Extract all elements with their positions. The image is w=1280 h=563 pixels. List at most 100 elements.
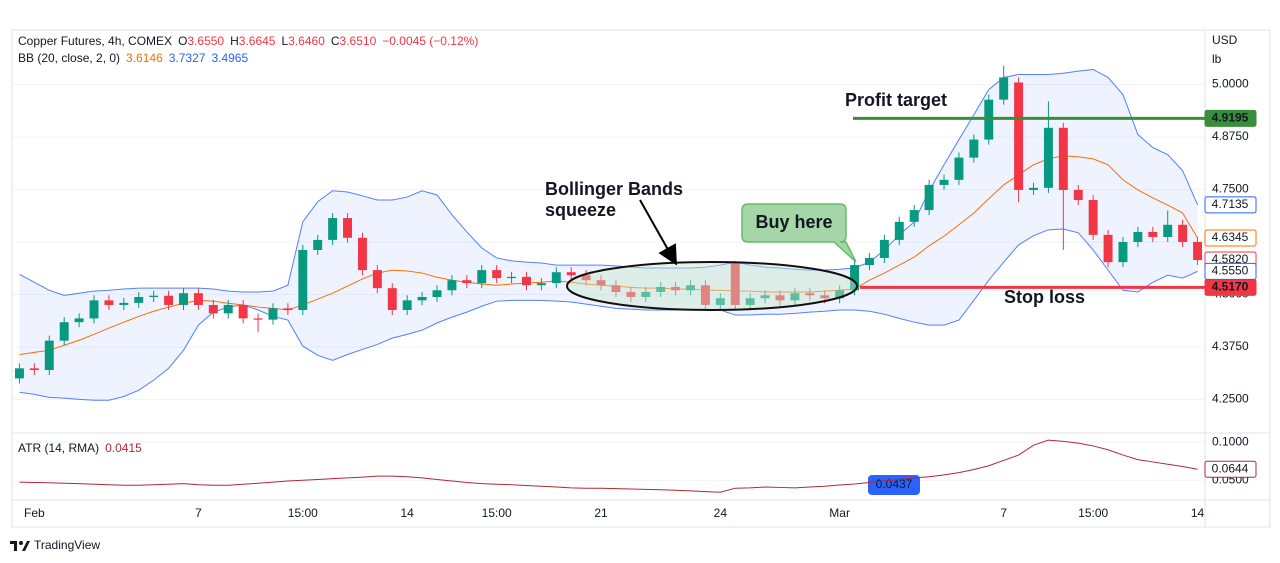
candle-body xyxy=(626,291,636,297)
buy-label: Buy here xyxy=(755,212,832,232)
candle-body xyxy=(328,218,338,240)
quote-value: 3.6645 xyxy=(239,34,276,48)
logo xyxy=(10,541,30,551)
candle-body xyxy=(909,210,919,222)
candle-body xyxy=(775,295,785,301)
candle-body xyxy=(1133,231,1143,242)
x-tick-label: 14 xyxy=(401,506,415,520)
price-tag-label: 4.6345 xyxy=(1212,230,1249,244)
candle-body xyxy=(208,304,218,314)
candle-body xyxy=(462,280,472,284)
candle-body xyxy=(507,276,517,279)
candle-body xyxy=(1088,200,1098,235)
x-tick-label: 15:00 xyxy=(1078,506,1108,520)
candle-body xyxy=(686,285,695,291)
quote-key: C xyxy=(331,34,340,48)
quote-value: 3.6460 xyxy=(288,34,325,48)
candle-body xyxy=(1193,241,1203,261)
candle-body xyxy=(835,290,845,299)
x-tick-label: Mar xyxy=(829,506,850,520)
y-tick-label: 4.3750 xyxy=(1212,339,1249,353)
y-tick-label: 4.2500 xyxy=(1212,392,1249,406)
candle-body xyxy=(790,293,800,301)
price-tag-label: 4.5550 xyxy=(1212,264,1249,278)
candle-body xyxy=(999,77,1009,100)
candle-body xyxy=(1148,231,1158,237)
candle-body xyxy=(850,265,860,291)
buy-callout xyxy=(741,203,857,263)
value-marker xyxy=(868,475,920,496)
band-fill xyxy=(19,69,1198,401)
atr-pane xyxy=(19,439,1198,493)
legend-line: BB (20, close, 2, 0) 3.6146 3.7327 3.4965 xyxy=(18,51,248,65)
x-tick-label: 24 xyxy=(714,506,728,520)
x-axis: Feb 7 15:00 14 15:00 21 24 Mar 7 15:00 14 xyxy=(24,506,1205,520)
candle-body xyxy=(760,295,770,299)
candle-body xyxy=(805,293,815,296)
candle-body xyxy=(1073,189,1083,201)
price-pane xyxy=(14,65,1205,401)
candle-body xyxy=(566,272,576,276)
candle-body xyxy=(641,291,651,297)
indicator-value: 3.7327 xyxy=(169,51,206,65)
squeeze-arrow xyxy=(639,199,677,266)
candle-body xyxy=(924,184,934,211)
candle-body xyxy=(14,368,24,379)
x-tick-label: 7 xyxy=(195,506,202,520)
candle-body xyxy=(1043,127,1053,188)
candle-body xyxy=(954,157,964,180)
y-tick-label: 4.8750 xyxy=(1212,129,1249,143)
quote-change: −0.0045 (−0.12%) xyxy=(382,34,478,48)
candle-body xyxy=(283,308,293,311)
candle-body xyxy=(879,239,889,258)
y-tick-label: 5.0000 xyxy=(1212,77,1249,91)
price-tag-label: 0.0644 xyxy=(1212,461,1249,475)
symbol: Copper Futures, 4h, COMEX xyxy=(18,34,172,48)
quote-value: 3.6550 xyxy=(187,34,224,48)
indicator: BB (20, close, 2, 0) xyxy=(18,51,120,65)
candle-body xyxy=(596,280,606,286)
logo xyxy=(19,541,23,545)
currency: USD xyxy=(1212,33,1238,47)
indicator: ATR (14, RMA) xyxy=(18,441,99,455)
candle-body xyxy=(313,239,323,250)
candle-body xyxy=(298,249,308,311)
candle-body xyxy=(238,304,248,319)
x-tick-label: 15:00 xyxy=(288,506,318,520)
price-tag xyxy=(1204,262,1257,280)
candle-body xyxy=(894,221,904,240)
frame xyxy=(11,29,1271,528)
legend-line: Copper Futures, 4h, COMEX O3.6550 H3.6645 L… xyxy=(18,34,478,48)
candle-body xyxy=(402,300,412,311)
candle-body xyxy=(417,296,427,301)
legend: Copper Futures, 4h, COMEX O3.6550 H3.6645 L… xyxy=(18,34,478,455)
candle-body xyxy=(522,276,531,286)
value-marker-label: 0.0437 xyxy=(876,477,913,491)
candle-body xyxy=(223,304,233,314)
candle-body xyxy=(745,298,755,305)
price-tag xyxy=(1204,109,1257,127)
quote-value: 3.6510 xyxy=(340,34,377,48)
candle-body xyxy=(253,318,263,320)
x-tick-label: 15:00 xyxy=(482,506,512,520)
candle-body xyxy=(104,300,114,305)
candle-body xyxy=(551,272,561,284)
candle-body xyxy=(477,270,487,284)
candle-body xyxy=(387,288,397,311)
price-tag-label: 4.7135 xyxy=(1212,197,1249,211)
candle-body xyxy=(372,270,382,289)
price-tag xyxy=(1204,229,1257,247)
candle-body xyxy=(1178,224,1188,242)
candle-body xyxy=(59,322,69,341)
y-tick-label: 0.1000 xyxy=(1212,434,1249,448)
price-tag-label: 4.5170 xyxy=(1212,280,1249,294)
candle-body xyxy=(119,302,129,305)
candle-body xyxy=(134,296,144,303)
quote-key: O xyxy=(178,34,187,48)
candle-body xyxy=(193,293,203,305)
candle-body xyxy=(447,280,457,291)
indicator-value: 3.4965 xyxy=(211,51,248,65)
candle-body xyxy=(715,298,725,305)
y-tick-label: 4.7500 xyxy=(1212,182,1249,196)
